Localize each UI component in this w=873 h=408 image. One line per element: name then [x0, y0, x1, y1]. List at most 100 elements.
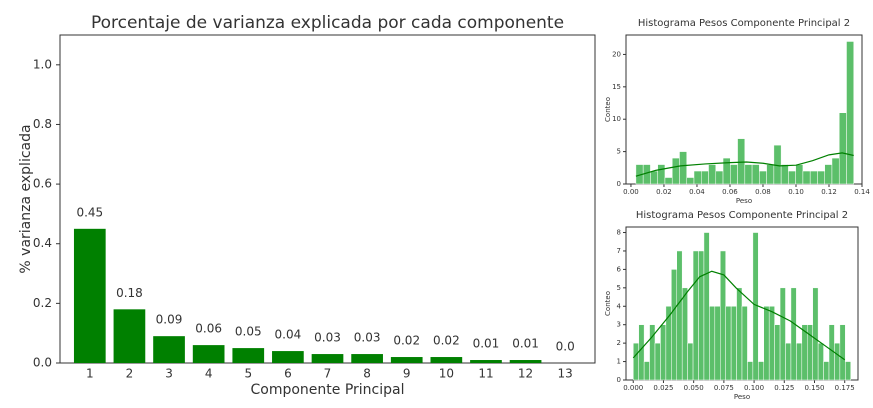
- histogram-bar: [817, 170, 825, 185]
- histogram-bar: [824, 164, 833, 185]
- x-tick-label: 10: [439, 367, 454, 381]
- histogram-bar: [741, 306, 748, 381]
- histogram-bar: [747, 361, 754, 381]
- value-label: 0.02: [433, 334, 460, 348]
- value-label: 0.45: [76, 205, 103, 219]
- histogram-bar: [788, 170, 796, 185]
- histogram-bar: [809, 170, 818, 185]
- x-tick-label: 0.04: [689, 188, 705, 196]
- histogram-bar: [730, 306, 737, 381]
- kde-line: [635, 152, 854, 177]
- histogram-bar: [751, 164, 760, 185]
- x-tick-label: 0.125: [774, 384, 794, 392]
- histogram-bar: [686, 177, 695, 185]
- histogram-bar: [725, 306, 732, 381]
- histogram-bar: [845, 361, 851, 381]
- y-axis-label: Conteo: [604, 291, 612, 316]
- value-label: 0.05: [235, 325, 262, 339]
- value-label: 0.06: [195, 322, 222, 336]
- histogram-bar: [687, 342, 694, 381]
- y-tick-label: 6: [617, 265, 622, 273]
- y-tick-label: 7: [617, 247, 621, 255]
- histogram-bar: [779, 287, 786, 381]
- histogram-bar: [722, 157, 731, 185]
- histogram-bar: [831, 157, 840, 185]
- x-tick-label: 0.025: [653, 384, 673, 392]
- y-tick-label: 0.6: [33, 177, 52, 191]
- x-tick-label: 6: [284, 367, 292, 381]
- histogram-bar: [714, 306, 721, 381]
- histogram-bar: [703, 232, 710, 381]
- histogram-bar: [638, 324, 645, 381]
- bar: [311, 354, 344, 363]
- histogram-bar: [693, 170, 702, 185]
- chart-title: Porcentaje de varianza explicada por cad…: [91, 13, 564, 33]
- histogram-bar: [774, 324, 781, 381]
- x-tick-label: 3: [165, 367, 173, 381]
- bar: [430, 357, 463, 363]
- x-tick-label: 0.02: [656, 188, 672, 196]
- value-label: 0.03: [314, 331, 341, 345]
- histogram-bar: [812, 287, 819, 381]
- chart-title: Histograma Pesos Componente Principal 2: [636, 210, 848, 221]
- histogram-bar: [654, 342, 661, 381]
- value-label: 0.0: [556, 340, 575, 354]
- y-tick-label: 15: [612, 83, 621, 91]
- value-label: 0.01: [512, 337, 539, 351]
- histogram-bar: [737, 138, 746, 185]
- histogram-bar: [780, 164, 789, 185]
- x-tick-label: 0.075: [714, 384, 734, 392]
- value-label: 0.18: [116, 286, 143, 300]
- x-tick-label: 13: [558, 367, 573, 381]
- kde-line: [632, 270, 846, 361]
- histogram-bar: [643, 361, 650, 381]
- bar: [232, 348, 265, 363]
- bar: [73, 228, 106, 363]
- bar: [509, 360, 542, 363]
- y-tick-label: 20: [612, 50, 621, 58]
- histogram-bar: [671, 157, 680, 185]
- histogram-bar: [649, 324, 656, 381]
- histogram-bar: [796, 342, 803, 381]
- histogram-bar: [790, 287, 797, 381]
- x-tick-label: 7: [324, 367, 332, 381]
- histogram-bar: [715, 170, 724, 185]
- histogram-bar: [736, 287, 743, 381]
- x-tick-label: 0.00: [623, 188, 639, 196]
- x-axis-label: Peso: [736, 197, 752, 205]
- x-tick-label: 2: [126, 367, 134, 381]
- y-tick-label: 0.4: [33, 236, 52, 250]
- chart-title: Histograma Pesos Componente Principal 2: [638, 18, 850, 29]
- histogram-bar: [802, 170, 811, 185]
- histogram-bar: [664, 177, 673, 185]
- y-tick-label: 2: [617, 339, 621, 347]
- histogram-bar: [720, 250, 726, 381]
- histogram-bar: [846, 41, 854, 185]
- bar: [192, 345, 225, 363]
- y-tick-label: 1: [617, 358, 621, 366]
- y-axis-label: Conteo: [604, 97, 612, 122]
- histogram-bar: [650, 170, 658, 185]
- histogram-bar: [657, 164, 666, 185]
- x-tick-label: 0.10: [788, 188, 804, 196]
- histogram-bar: [839, 324, 846, 381]
- y-tick-label: 4: [617, 302, 622, 310]
- histogram-bar: [763, 306, 770, 381]
- histogram-bar: [708, 164, 717, 185]
- histogram-bar: [766, 164, 775, 185]
- histogram-bar: [834, 342, 841, 381]
- value-label: 0.01: [473, 337, 500, 351]
- histogram-bar: [758, 361, 764, 381]
- histogram-bar: [785, 342, 792, 381]
- y-tick-label: 0.8: [33, 117, 52, 131]
- bar: [153, 336, 185, 363]
- value-label: 0.02: [393, 334, 420, 348]
- histogram-bar: [823, 361, 830, 381]
- x-tick-label: 0.050: [684, 384, 704, 392]
- histogram-bar: [759, 170, 767, 185]
- x-tick-label: 5: [244, 367, 252, 381]
- histogram-bar: [698, 250, 705, 381]
- bar: [390, 357, 423, 363]
- y-tick-label: 5: [617, 284, 621, 292]
